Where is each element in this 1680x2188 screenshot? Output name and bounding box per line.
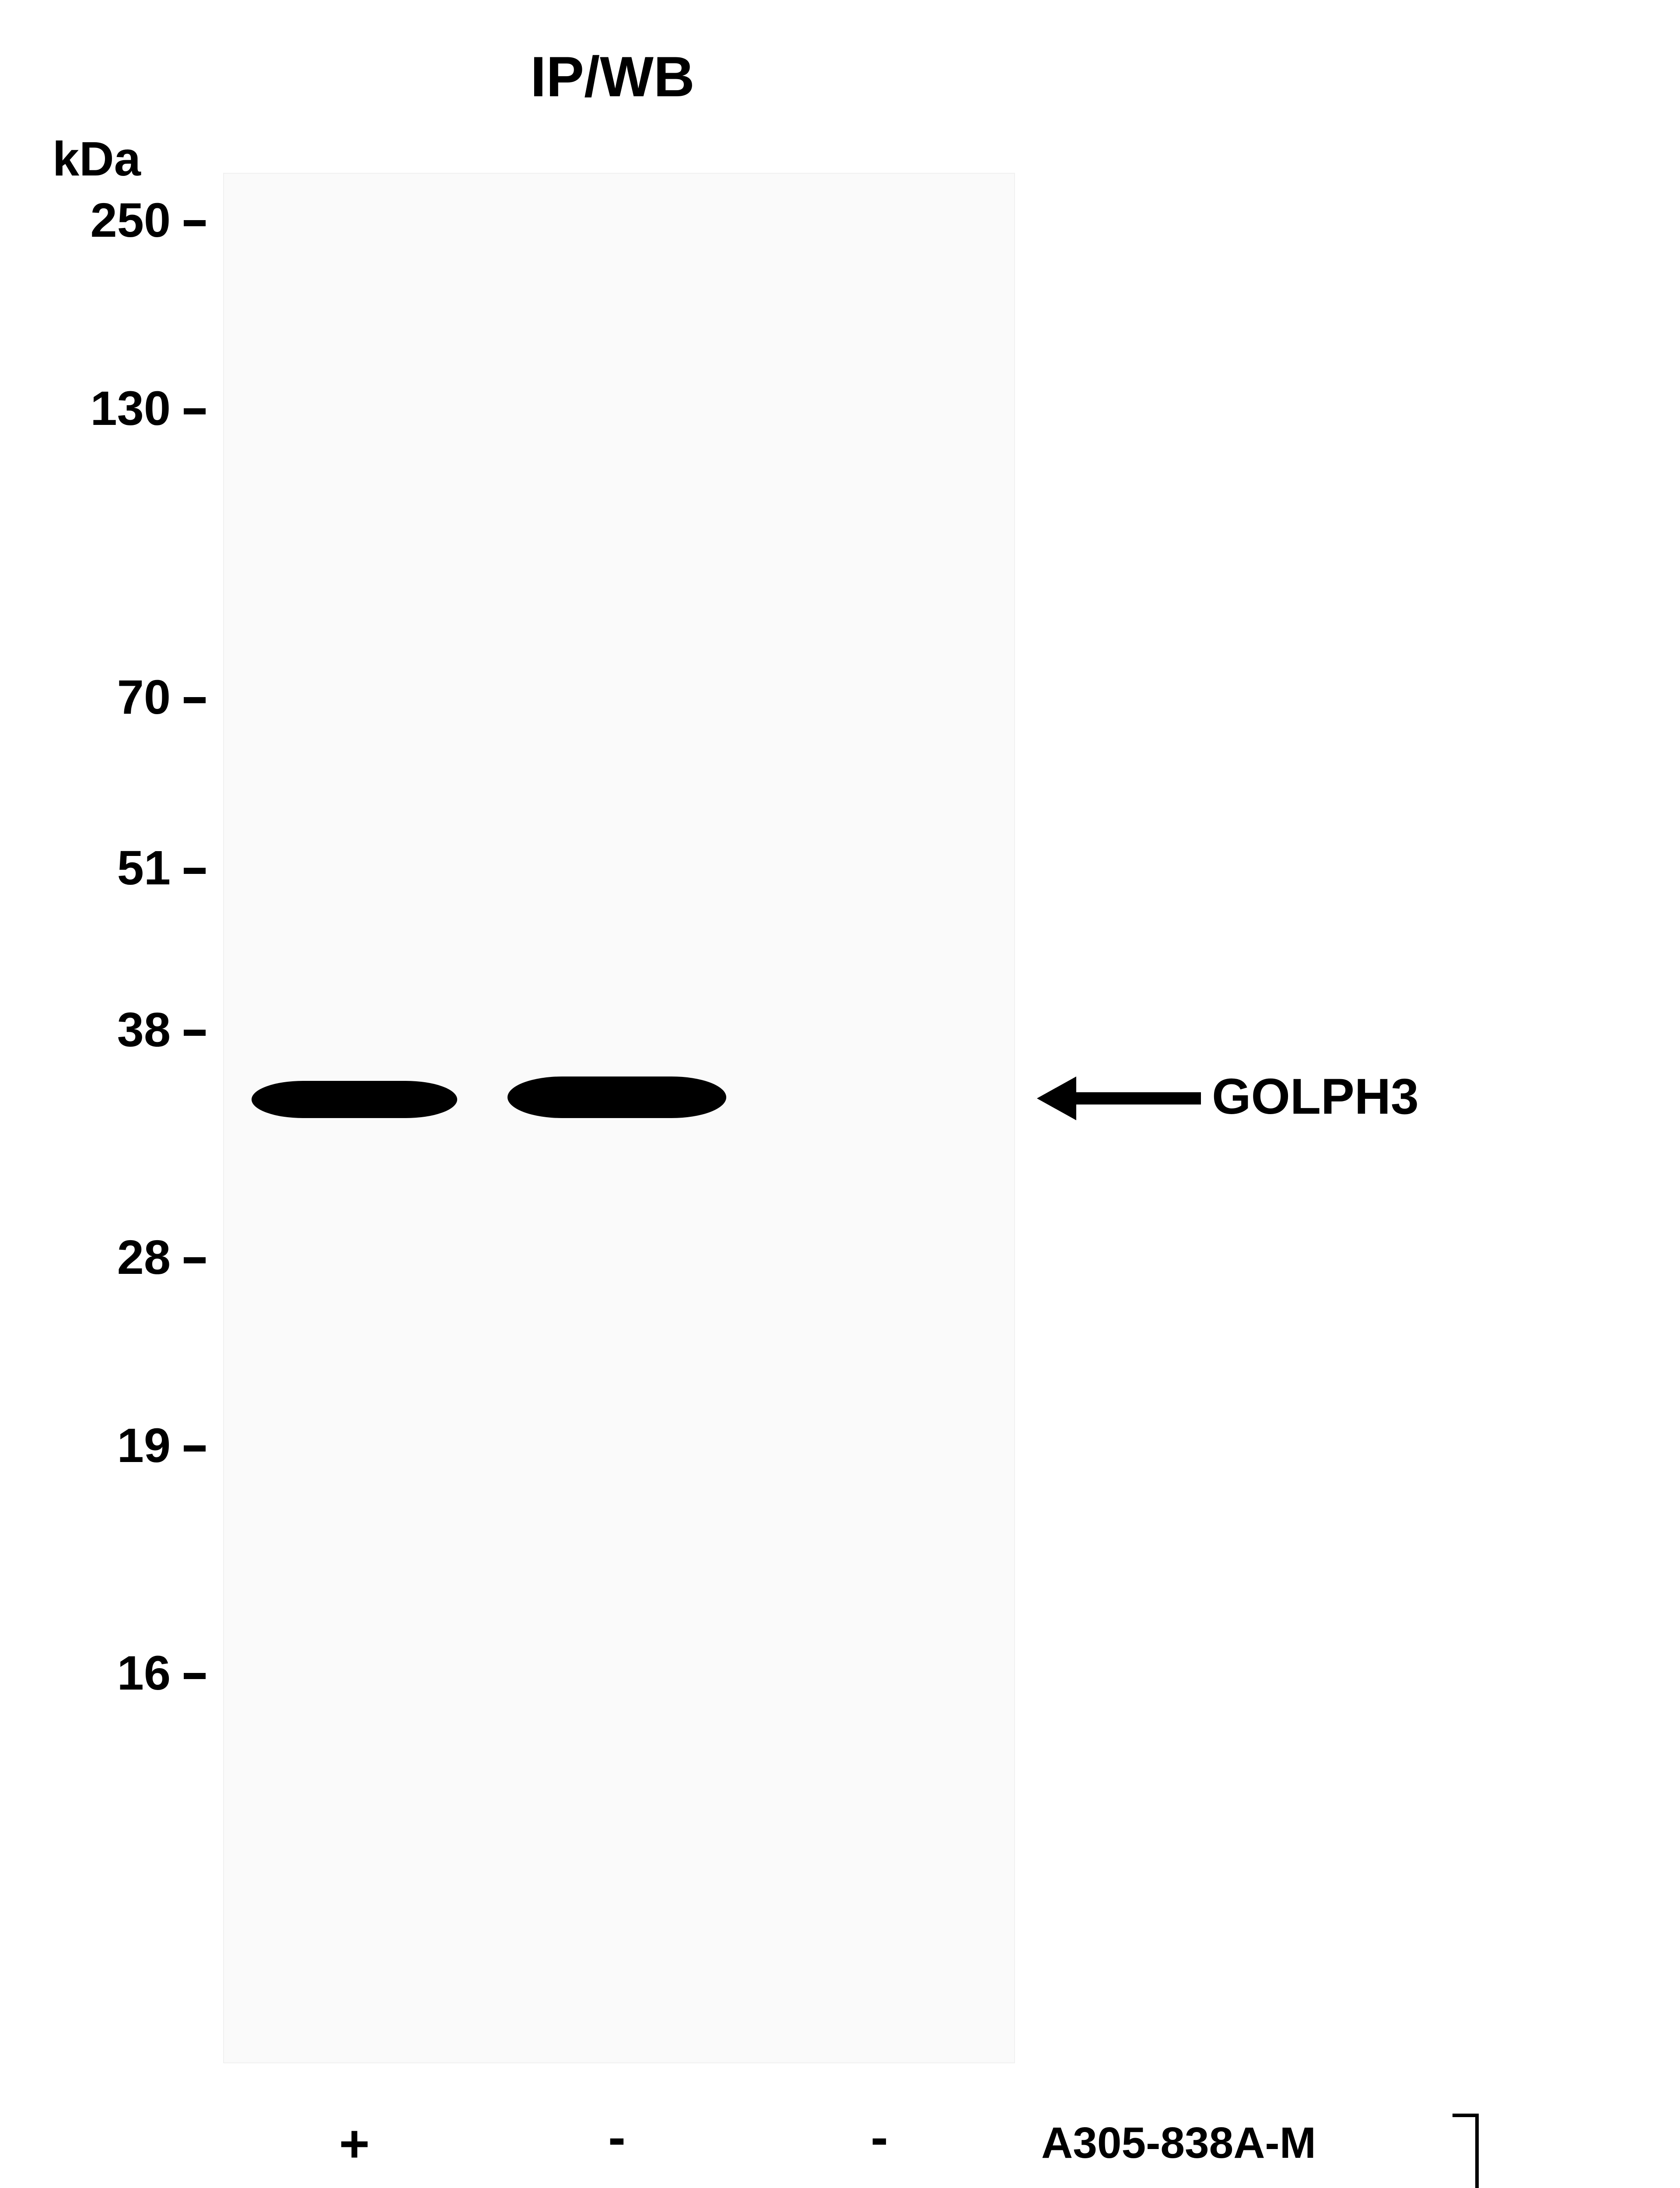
lane-symbol-r0-l2: - [853,2107,906,2167]
figure-container: IP/WB kDa 250 130 70 51 38 28 19 16 GOLPH3 + - - A… [0,0,1680,2188]
mw-marker-16: 16 [26,1645,171,1701]
mw-marker-19: 19 [26,1418,171,1473]
figure-title: IP/WB [394,44,831,109]
band-lane-0 [252,1081,457,1118]
target-protein-label: GOLPH3 [1212,1068,1419,1126]
lane-symbol-r0-l0: + [328,2114,381,2174]
mw-tick-28 [184,1257,206,1263]
mw-tick-70 [184,697,206,703]
band-lane-1 [508,1076,726,1118]
mw-tick-16 [184,1673,206,1679]
mw-tick-19 [184,1445,206,1452]
mw-tick-250 [184,220,206,226]
mw-marker-130: 130 [26,381,171,436]
arrow-head [1037,1076,1076,1120]
arrow-shaft [1074,1092,1201,1105]
lane-symbol-r0-l1: - [591,2107,643,2167]
mw-marker-70: 70 [26,670,171,725]
mw-tick-130 [184,408,206,414]
kda-unit-label: kDa [52,131,141,187]
mw-marker-51: 51 [26,840,171,896]
mw-marker-250: 250 [26,193,171,248]
blot-membrane [223,173,1015,2063]
mw-tick-51 [184,868,206,874]
ip-row-label-0: A305-838A-M [1041,2118,1316,2168]
mw-marker-28: 28 [26,1230,171,1285]
mw-marker-38: 38 [26,1002,171,1058]
ip-bracket [1452,2114,1479,2188]
mw-tick-38 [184,1030,206,1036]
